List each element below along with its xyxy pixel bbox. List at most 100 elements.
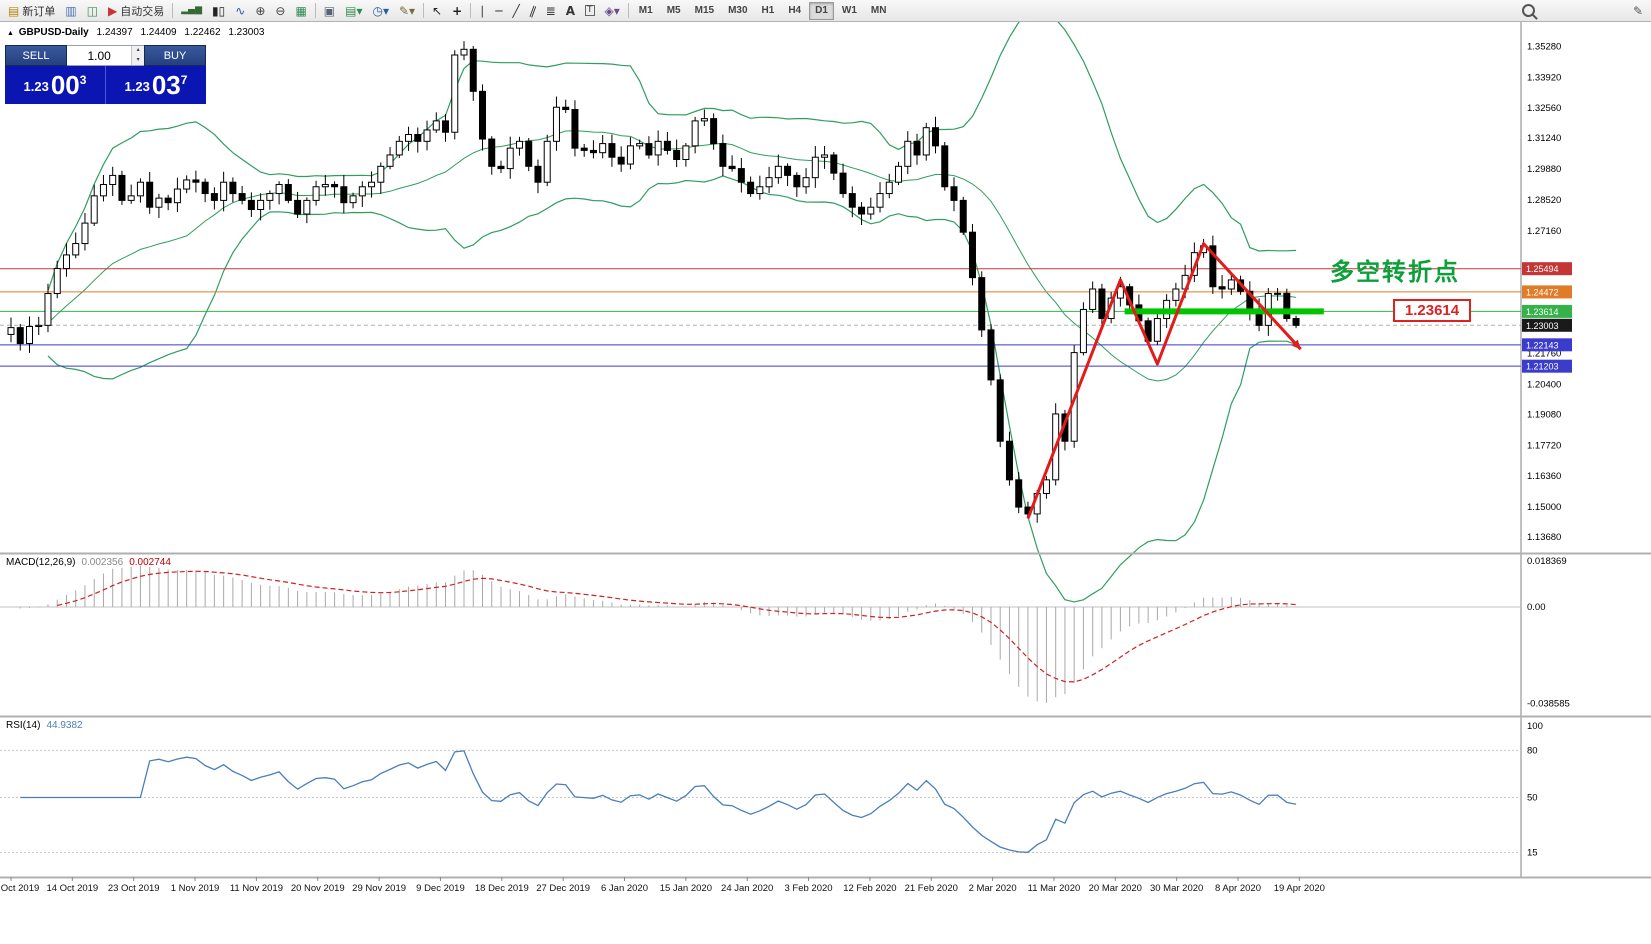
new-order-button[interactable]: ▤ 新订单 [3, 1, 60, 21]
zoom-in-button[interactable]: ⊕ [250, 1, 270, 21]
date-label: 12 Feb 2020 [843, 883, 896, 894]
zigzag-trend-annotation [1026, 242, 1302, 520]
symbol-open: 1.24397 [96, 27, 133, 38]
candle-body [599, 143, 607, 154]
bollinger-upper-band [47, 8, 1297, 291]
zoom-out-button[interactable]: ⊖ [270, 1, 290, 21]
vertical-line-tool-button[interactable]: ∣ [474, 1, 490, 21]
candle-body [405, 134, 413, 142]
buy-button[interactable]: BUY [144, 45, 206, 66]
data-window-button[interactable]: ◫ [82, 1, 103, 21]
bar-chart-button[interactable]: ▂▄▆ [176, 1, 207, 21]
candle-body [904, 140, 912, 167]
toolbar-separator [314, 3, 316, 18]
line-chart-button[interactable]: ∿ [230, 1, 250, 21]
timeframe-h4-button[interactable]: H4 [788, 5, 802, 16]
candle-body [959, 199, 967, 233]
quick-draw-button[interactable]: ✎ [1628, 1, 1648, 21]
collapse-icon[interactable]: ▲ [7, 30, 14, 37]
candle-body [811, 156, 819, 179]
crosshair-icon: + [452, 3, 463, 18]
shapes-icon: ◈▾ [604, 3, 620, 18]
market-watch-button[interactable]: ▥ [60, 1, 81, 21]
price-tag-label: 1.23614 [1526, 307, 1559, 317]
rsi-axis-label: 50 [1527, 793, 1538, 804]
candle-body [1005, 440, 1013, 481]
candle-body [136, 181, 144, 197]
volume-input[interactable] [67, 46, 132, 65]
timeframe-mn-button[interactable]: MN [870, 5, 887, 16]
sell-button[interactable]: SELL [5, 45, 67, 66]
candle-body [432, 120, 440, 131]
timeframe-m1-button[interactable]: M1 [638, 5, 653, 16]
timeframe-d1-button[interactable]: D1 [809, 1, 834, 20]
date-label: 15 Jan 2020 [660, 883, 712, 894]
price-axis-label: 1.28520 [1527, 195, 1561, 206]
shapes-dropdown-button[interactable]: ◈▾ [600, 1, 625, 21]
candle-body [978, 277, 986, 331]
toolbar-separator [470, 3, 472, 18]
timeframe-m15-button[interactable]: M15 [694, 5, 715, 16]
crosshair-tool-button[interactable]: + [447, 1, 467, 21]
horizontal-line-tool-button[interactable]: ─ [490, 1, 507, 21]
date-label: 6 Jan 2020 [601, 883, 648, 894]
price-axis-label: 1.27160 [1527, 226, 1561, 237]
candle-body [386, 154, 394, 167]
candle-body [895, 165, 903, 183]
volume-increase-button[interactable]: ▴ [132, 46, 144, 56]
candle-body [626, 145, 634, 165]
timeframe-w1-button[interactable]: W1 [841, 5, 857, 16]
fibonacci-icon: ≣ [545, 3, 556, 18]
timeframe-m30-button[interactable]: M30 [728, 5, 748, 16]
bollinger-lower-band [47, 175, 1297, 603]
candle-body [932, 127, 939, 147]
timeframe-h1-button[interactable]: H1 [761, 5, 775, 16]
candle-body [53, 268, 61, 295]
rsi-axis-label: 80 [1527, 745, 1538, 756]
candle-body [525, 140, 533, 167]
date-label: 24 Jan 2020 [721, 883, 773, 894]
rsi-axis-label: 100 [1527, 721, 1543, 732]
candle-body [266, 193, 274, 201]
sell-price-sup: 3 [79, 73, 87, 87]
candle-body [90, 195, 98, 224]
text-tool-button[interactable]: A [561, 1, 580, 21]
candle-body [830, 154, 838, 174]
timeframe-m5-button[interactable]: M5 [666, 5, 681, 16]
macd-axis-label: -0.038585 [1527, 698, 1570, 709]
candle-body [257, 199, 265, 210]
candle-body [617, 156, 625, 165]
search-button[interactable] [1517, 1, 1540, 21]
candle-body [784, 165, 792, 176]
candle-body [793, 174, 801, 188]
fibonacci-tool-button[interactable]: ≣ [541, 1, 561, 21]
candle-body [941, 145, 949, 188]
candlestick-chart-button[interactable]: ▮▯ [207, 1, 230, 21]
new-chart-button[interactable]: ▤▾ [340, 1, 367, 21]
date-label: 23 Oct 2019 [108, 883, 160, 894]
auto-trading-button[interactable]: ▶ 自动交易 [103, 1, 169, 21]
rsi-name: RSI(14) [6, 720, 41, 731]
channel-tool-button[interactable]: ∥ [525, 1, 541, 21]
indicators-icon: ▦ [295, 3, 307, 18]
trendline-tool-button[interactable]: ╱ [507, 1, 524, 21]
sell-price-display[interactable]: 1.23 00 3 [5, 66, 106, 104]
candle-body [358, 186, 366, 197]
buy-price-display[interactable]: 1.23 03 7 [106, 66, 206, 104]
period-dropdown-button[interactable]: ◷▾ [368, 1, 395, 21]
volume-decrease-button[interactable]: ▾ [132, 55, 144, 65]
text-label-tool-button[interactable]: T [580, 1, 600, 21]
cursor-tool-button[interactable]: ↖ [427, 1, 447, 21]
tile-windows-button[interactable]: ▣ [319, 1, 340, 21]
channel-icon: ∥ [527, 2, 538, 19]
candle-body [867, 206, 875, 215]
candle-body [72, 243, 80, 256]
candle-body [469, 48, 477, 92]
templates-button[interactable]: ✎▾ [394, 1, 420, 21]
candle-body [774, 165, 782, 179]
buy-button-label: BUY [163, 49, 187, 62]
candle-body [1172, 288, 1180, 301]
candle-body [996, 379, 1004, 442]
indicators-button[interactable]: ▦ [290, 1, 311, 21]
